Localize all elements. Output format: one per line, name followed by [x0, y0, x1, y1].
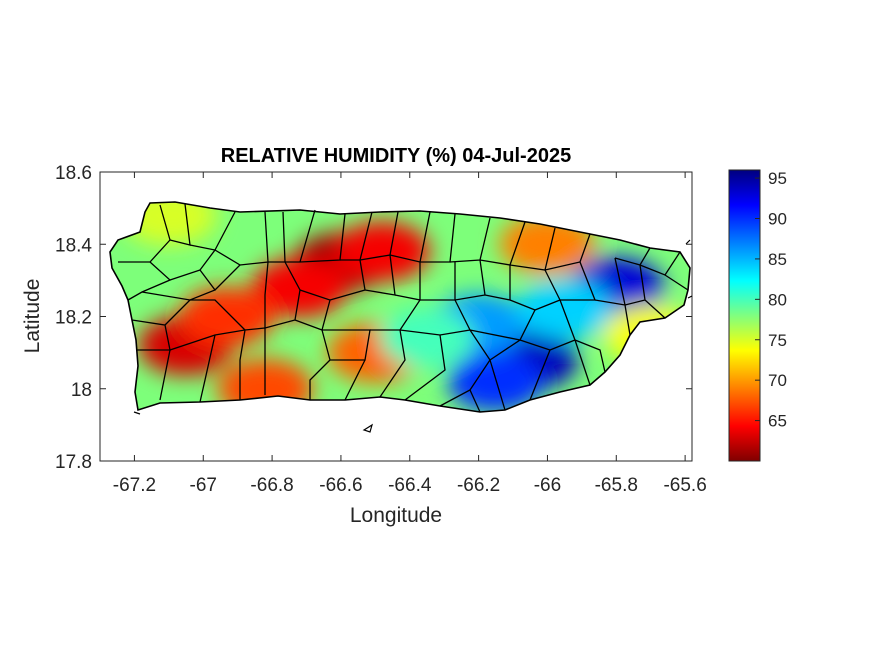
- humidity-cell: [334, 221, 431, 282]
- y-tick-label: 18.4: [55, 235, 92, 256]
- island-humidity-field: [110, 202, 690, 412]
- chart-title: RELATIVE HUMIDITY (%) 04-Jul-2025: [221, 145, 571, 167]
- colorbar-tick-label: 65: [768, 412, 787, 431]
- humidity-cell: [516, 279, 613, 340]
- y-axis-label: Latitude: [21, 279, 44, 354]
- y-tick-label: 18.6: [55, 163, 92, 184]
- x-tick-label: -66.6: [319, 475, 362, 496]
- y-axis: 17.8 18 18.2 18.4 18.6: [55, 163, 692, 473]
- colorbar-tick-label: 75: [768, 331, 787, 350]
- x-tick-label: -66.4: [388, 475, 432, 496]
- colorbar-tick-label: 95: [768, 169, 787, 188]
- x-axis-label: Longitude: [350, 504, 442, 527]
- x-tick-label: -66: [534, 475, 561, 496]
- humidity-cell: [179, 286, 276, 347]
- colorbar-tick-label: 70: [768, 371, 787, 390]
- colorbar-tick-label: 90: [768, 210, 787, 229]
- x-tick-label: -67.2: [113, 475, 156, 496]
- y-tick-label: 18: [71, 380, 92, 401]
- x-tick-label: -66.2: [457, 475, 500, 496]
- colorbar-tick-label: 80: [768, 290, 787, 309]
- y-tick-label: 18.2: [55, 308, 92, 329]
- x-tick-label: -65.8: [595, 475, 638, 496]
- x-axis: -67.2 -67 -66.8 -66.6 -66.4 -66.2 -66 -65.8 -65.…: [113, 172, 707, 496]
- island-boundaries: [109, 201, 691, 413]
- colorbar: [728, 169, 761, 462]
- x-tick-label: -65.6: [663, 475, 706, 496]
- x-tick-label: -66.8: [250, 475, 293, 496]
- humidity-cell: [120, 202, 217, 246]
- humidity-cell: [378, 308, 475, 369]
- x-tick-label: -67: [190, 475, 217, 496]
- y-tick-label: 17.8: [55, 452, 92, 473]
- colorbar-ticks: 65 70 75 80 85 90 95: [755, 169, 787, 431]
- colorbar-tick-label: 85: [768, 250, 787, 269]
- humidity-cell: [251, 257, 348, 318]
- offshore-islets: [133, 239, 693, 433]
